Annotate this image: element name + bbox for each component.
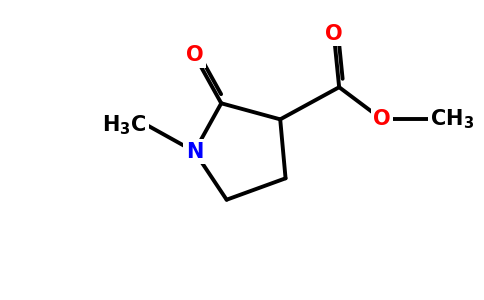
Text: O: O — [325, 24, 343, 44]
Text: $\mathregular{H_3C}$: $\mathregular{H_3C}$ — [102, 113, 146, 136]
Text: N: N — [186, 142, 203, 161]
Text: O: O — [186, 45, 203, 65]
Text: $\mathregular{CH_3}$: $\mathregular{CH_3}$ — [430, 107, 474, 131]
Text: O: O — [373, 109, 391, 129]
